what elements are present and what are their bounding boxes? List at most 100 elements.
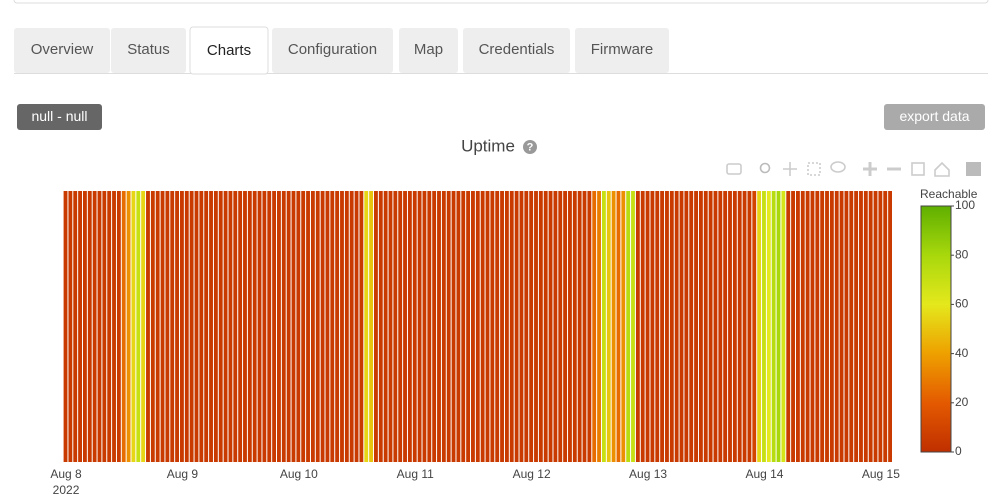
heatmap-cell bbox=[175, 191, 180, 462]
heatmap-cell bbox=[116, 191, 121, 462]
tab-label[interactable]: Charts bbox=[207, 42, 251, 59]
help-icon-glyph[interactable]: ? bbox=[527, 141, 534, 153]
heatmap-cell bbox=[786, 191, 791, 462]
chart-title: Uptime bbox=[461, 136, 515, 155]
heatmap-cell bbox=[888, 191, 892, 462]
tab-label[interactable]: Firmware bbox=[591, 41, 654, 58]
modebar-lasso[interactable] bbox=[830, 161, 846, 173]
heatmap-cell bbox=[805, 191, 810, 462]
heatmap-cell bbox=[87, 191, 92, 462]
heatmap-cell bbox=[456, 191, 461, 462]
heatmap-cell bbox=[407, 191, 412, 462]
heatmap-cell bbox=[485, 191, 490, 462]
tab[interactable] bbox=[399, 28, 458, 73]
heatmap-cell bbox=[131, 191, 136, 462]
heatmap-cell bbox=[184, 191, 189, 462]
heatmap-cell bbox=[325, 191, 330, 462]
heatmap-cell bbox=[247, 191, 252, 462]
heatmap-cell bbox=[795, 191, 800, 462]
modebar-zoom[interactable] bbox=[759, 162, 771, 174]
heatmap-cell bbox=[393, 191, 398, 462]
heatmap-cell bbox=[213, 191, 218, 462]
export-button[interactable] bbox=[884, 104, 985, 130]
colorbar-tick-label: 60 bbox=[955, 297, 969, 311]
heatmap-cell bbox=[252, 191, 257, 462]
help-icon[interactable] bbox=[523, 140, 537, 154]
modebar-pan[interactable] bbox=[783, 162, 797, 176]
tab-label[interactable]: Map bbox=[414, 41, 443, 58]
heatmap-cell bbox=[291, 191, 296, 462]
x-tick-label: Aug 10 bbox=[280, 467, 318, 481]
heatmap-cell bbox=[461, 191, 466, 462]
heatmap-cell bbox=[73, 191, 78, 462]
heatmap-cell bbox=[849, 191, 854, 462]
heatmap-cell bbox=[437, 191, 441, 462]
heatmap-cell bbox=[121, 191, 126, 462]
tab-label[interactable]: Credentials bbox=[479, 41, 555, 58]
export-button-label[interactable]: export data bbox=[899, 108, 969, 124]
heatmap-cell bbox=[180, 191, 184, 462]
heatmap-cell bbox=[698, 191, 703, 462]
heatmap-cell bbox=[577, 191, 582, 462]
heatmap-cell bbox=[92, 191, 97, 462]
heatmap-cell bbox=[674, 191, 679, 462]
heatmap-cell bbox=[703, 191, 708, 462]
tab[interactable] bbox=[272, 28, 393, 73]
heatmap-cell bbox=[165, 191, 170, 462]
range-button-label[interactable]: null - null bbox=[31, 108, 87, 124]
tab[interactable] bbox=[111, 28, 186, 73]
heatmap-cell bbox=[83, 191, 87, 462]
heatmap-cell bbox=[611, 191, 616, 462]
heatmap-cell bbox=[500, 191, 504, 462]
heatmap-cell bbox=[825, 191, 829, 462]
heatmap-cell bbox=[480, 191, 485, 462]
modebar-autoscale[interactable] bbox=[911, 162, 925, 176]
heatmap-cell bbox=[635, 191, 640, 462]
tab[interactable] bbox=[14, 28, 110, 73]
heatmap-cell bbox=[859, 191, 863, 462]
modebar-reset[interactable] bbox=[934, 161, 950, 177]
tab-label[interactable]: Configuration bbox=[288, 41, 377, 58]
colorbar bbox=[920, 205, 952, 453]
heatmap-cell bbox=[330, 191, 335, 462]
heatmap-cell bbox=[592, 191, 597, 462]
heatmap-cell bbox=[451, 191, 456, 462]
heatmap-cell bbox=[829, 191, 834, 462]
heatmap-cell bbox=[509, 191, 514, 462]
heatmap-cell bbox=[689, 191, 694, 462]
tab[interactable] bbox=[575, 28, 669, 73]
heatmap-cell bbox=[320, 191, 325, 462]
heatmap-cell bbox=[228, 191, 233, 462]
heatmap-cell bbox=[732, 191, 737, 462]
heatmap-cell bbox=[597, 191, 601, 462]
tab-label[interactable]: Overview bbox=[31, 41, 94, 58]
heatmap-cell bbox=[810, 191, 815, 462]
heatmap-cell bbox=[606, 191, 611, 462]
heatmap-cell bbox=[883, 191, 888, 462]
heatmap-cell bbox=[97, 191, 102, 462]
heatmap-cell bbox=[490, 191, 495, 462]
heatmap-cell bbox=[286, 191, 291, 462]
top-panel bbox=[13, 0, 989, 4]
active-tab[interactable] bbox=[189, 26, 269, 75]
range-button[interactable] bbox=[17, 104, 102, 130]
tab[interactable] bbox=[463, 28, 570, 73]
colorbar-tick-label: 40 bbox=[955, 346, 969, 360]
heatmap-cell bbox=[631, 191, 635, 462]
heatmap-cell bbox=[543, 191, 548, 462]
heatmap-cell bbox=[354, 191, 359, 462]
heatmap-cell bbox=[340, 191, 344, 462]
heatmap-cell bbox=[757, 191, 762, 462]
modebar-zoom-in[interactable] bbox=[863, 162, 877, 176]
heatmap-cell bbox=[640, 191, 645, 462]
heatmap-cell bbox=[548, 191, 553, 462]
heatmap-cell bbox=[209, 191, 213, 462]
heatmap-cell bbox=[398, 191, 403, 462]
x-tick-label: Aug 9 bbox=[167, 467, 199, 481]
tab-label[interactable]: Status bbox=[127, 41, 170, 58]
modebar-camera[interactable] bbox=[726, 163, 742, 175]
heatmap-cell bbox=[78, 191, 83, 462]
modebar-logo[interactable] bbox=[966, 162, 981, 176]
modebar-box-select[interactable] bbox=[807, 162, 821, 176]
